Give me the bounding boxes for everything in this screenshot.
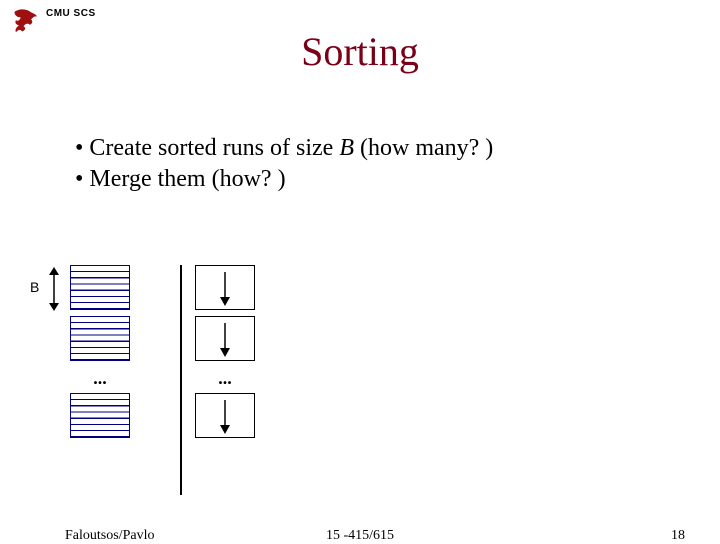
footer-page-number: 18 xyxy=(671,528,685,544)
bullet-1: Create sorted runs of size B (how many? … xyxy=(75,135,675,162)
arrow-block xyxy=(195,393,255,438)
right-column: ... xyxy=(195,265,255,438)
data-block xyxy=(70,265,130,310)
arrow-block xyxy=(195,265,255,310)
b-label: B xyxy=(30,279,39,295)
divider-line xyxy=(180,265,182,495)
bullet-2: Merge them (how? ) xyxy=(75,166,675,193)
bullet-1-text-c: (how many? ) xyxy=(354,135,493,161)
bullet-list: Create sorted runs of size B (how many? … xyxy=(75,135,675,197)
header-label: CMU SCS xyxy=(46,8,96,19)
bullet-1-text-a: Create sorted runs of size xyxy=(89,135,339,161)
sort-diagram: B ... ... xyxy=(30,265,290,500)
data-block xyxy=(70,316,130,361)
ellipsis: ... xyxy=(218,369,232,383)
ellipsis: ... xyxy=(93,369,107,383)
left-column: ... xyxy=(70,265,130,438)
data-block xyxy=(70,393,130,438)
b-size-arrow-icon xyxy=(46,267,62,316)
arrow-block xyxy=(195,316,255,361)
bullet-1-text-b: B xyxy=(339,135,354,161)
footer-course: 15 -415/615 xyxy=(0,528,720,544)
slide-title: Sorting xyxy=(0,28,720,75)
